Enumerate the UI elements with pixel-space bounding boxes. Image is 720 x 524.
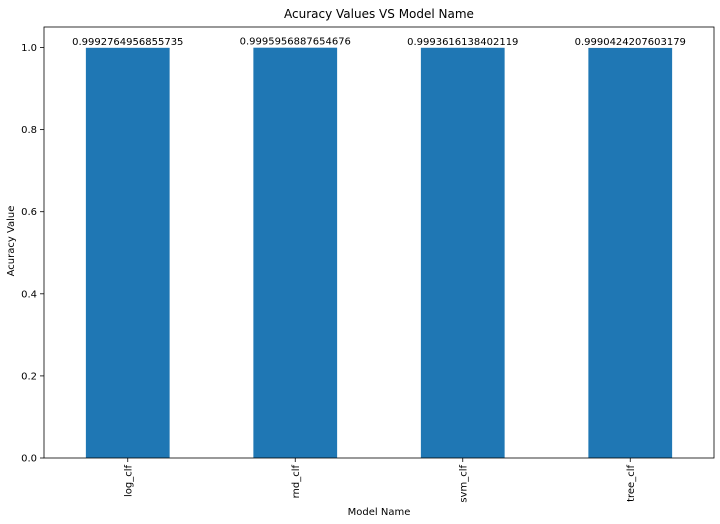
x-tick-label-svm_clf: svm_clf [458,465,469,503]
data-label-log_clf: 0.9992764956855735 [72,37,183,48]
y-tick-label-0: 0.0 [21,454,37,465]
axes-frame [43,26,715,459]
bar-tree_clf [588,47,673,459]
y-tick-label-1: 0.2 [21,371,37,382]
bar-svm_clf [420,47,505,458]
y-axis-label: Acuracy Value [6,206,17,277]
x-tick-label-rnd_clf: rnd_clf [291,465,302,499]
bar-rnd_clf [253,47,338,459]
x-tick-label-tree_clf: tree_clf [626,465,637,502]
y-tick-label-4: 0.8 [21,125,37,136]
y-tick-label-3: 0.6 [21,207,37,218]
bar-log_clf [85,47,170,458]
x-tick-label-log_clf: log_clf [123,465,134,498]
y-tick-label-5: 1.0 [21,43,37,54]
x-axis-label: Model Name [348,507,411,518]
data-label-svm_clf: 0.9993616138402119 [407,37,518,48]
chart-title: Acuracy Values VS Model Name [284,7,474,21]
y-tick-label-2: 0.4 [21,289,37,300]
plot-area: 0.9992764956855735 log_clf 0.9995956887654… [21,26,715,503]
data-label-rnd_clf: 0.9995956887654676 [240,37,351,48]
data-label-tree_clf: 0.9990424207603179 [575,37,686,48]
